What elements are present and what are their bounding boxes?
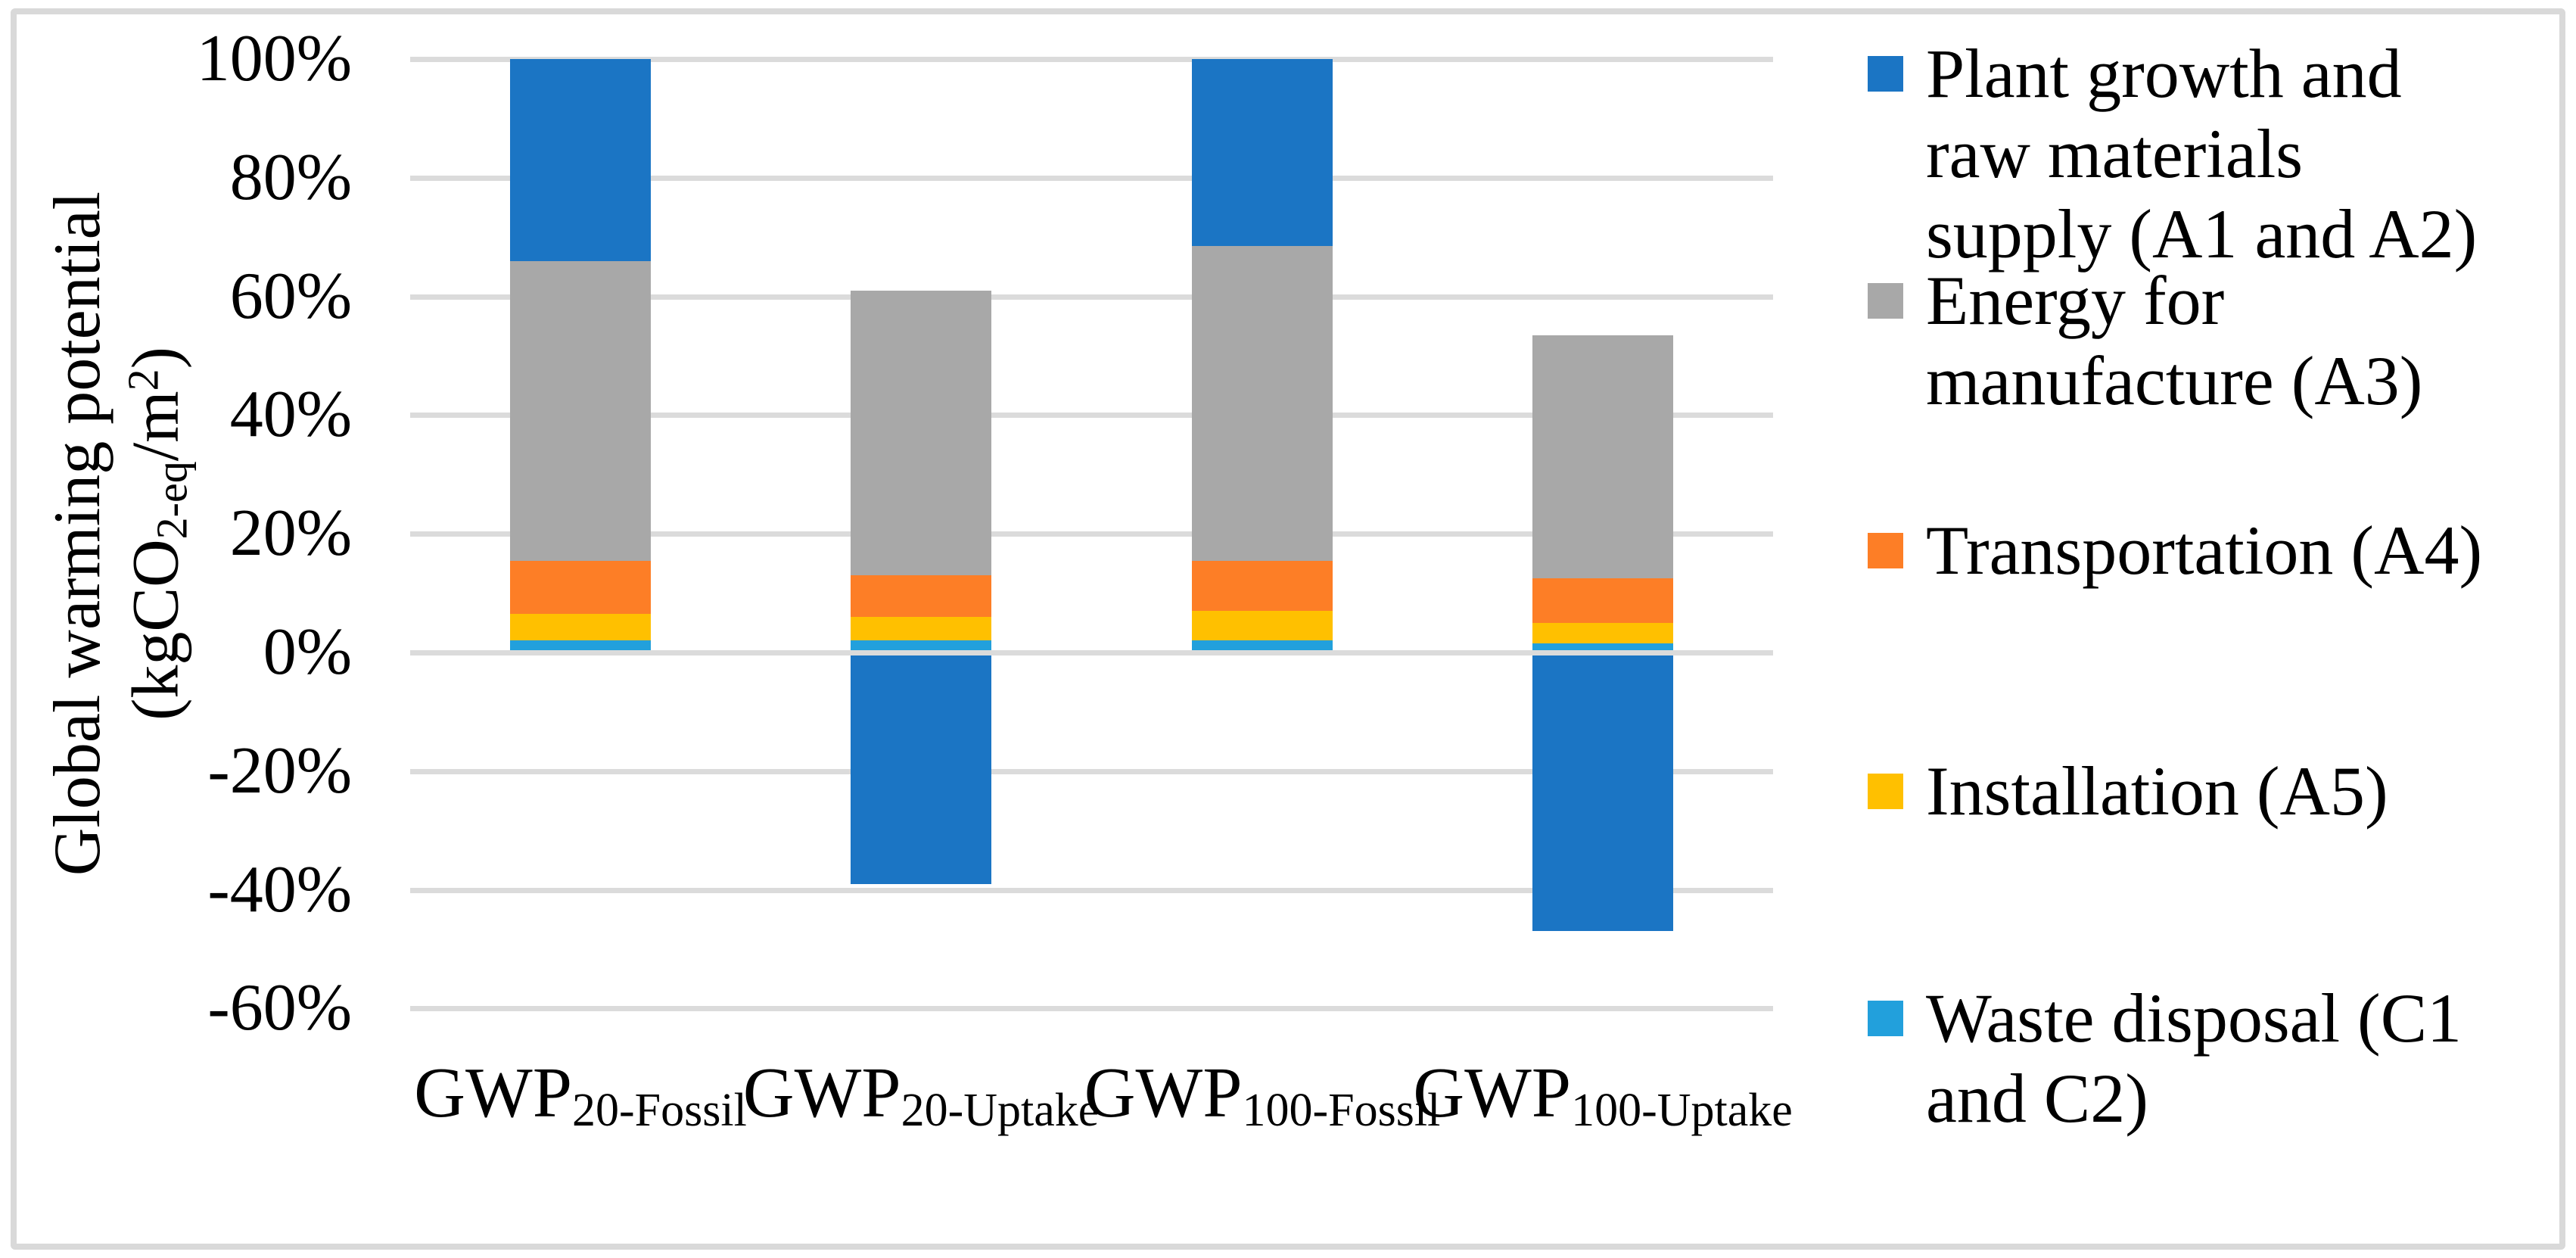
legend-label: Plant growth and raw materials supply (A1 …: [1926, 33, 2546, 274]
legend-label-line: Energy for: [1926, 262, 2225, 339]
x-category-subscript: 20-Fossil: [572, 1085, 747, 1137]
legend-color-swatch-icon: [1868, 56, 1903, 92]
bar-segment: [1192, 611, 1333, 640]
bar-segment: [1192, 640, 1333, 652]
bar-segment: [510, 640, 651, 652]
y-axis-title-text: ): [119, 347, 193, 369]
bar-segment: [510, 560, 651, 614]
gridline--20%: [410, 769, 1773, 774]
bar-segment: [851, 291, 991, 575]
x-category-label: GWP20-Fossil: [346, 1054, 815, 1141]
legend-label: Waste disposal (C1 and C2): [1926, 978, 2546, 1138]
legend-color-swatch-icon: [1868, 283, 1903, 319]
y-tick-label: 40%: [229, 378, 352, 451]
bar-segment: [1532, 335, 1673, 578]
bar-segment: [510, 59, 651, 261]
y-tick-label: -40%: [207, 853, 352, 926]
bar-segment: [510, 614, 651, 640]
x-category-main: GWP: [742, 1054, 901, 1132]
bar-segment: [1532, 652, 1673, 931]
gridline--60%: [410, 1006, 1773, 1011]
gridline-40%: [410, 413, 1773, 418]
legend-item: Plant growth and raw materials supply (A1 …: [1868, 33, 2549, 282]
y-tick-label: 0%: [263, 615, 352, 689]
legend-label: Energy for manufacture (A3): [1926, 260, 2546, 421]
gridline--40%: [410, 888, 1773, 893]
x-category-subscript: 100-Uptake: [1571, 1085, 1793, 1137]
legend-color-swatch-icon: [1868, 533, 1903, 568]
bar-segment: [1192, 246, 1333, 561]
bar-segment: [510, 261, 651, 561]
legend-label-line: and C2): [1926, 1060, 2148, 1137]
legend-color-swatch-icon: [1868, 774, 1903, 809]
legend-item: Installation (A5): [1868, 751, 2549, 839]
y-tick-label: 100%: [196, 22, 352, 95]
gridline-100%: [410, 57, 1773, 62]
bar-segment: [851, 575, 991, 617]
y-tick-label: -60%: [207, 971, 352, 1045]
bar-segment: [1192, 560, 1333, 611]
x-category-main: GWP: [414, 1054, 573, 1132]
legend-label-line: Transportation (A4): [1926, 512, 2483, 589]
gridline-60%: [410, 294, 1773, 300]
legend-label-line: manufacture (A3): [1926, 342, 2423, 419]
y-tick-label: 80%: [229, 141, 352, 214]
legend-color-swatch-icon: [1868, 1001, 1903, 1036]
legend-item: Energy for manufacture (A3): [1868, 260, 2549, 428]
x-category-main: GWP: [1413, 1054, 1572, 1132]
y-tick-label: -20%: [207, 734, 352, 808]
bar-segment: [851, 617, 991, 640]
legend-label-line: Installation (A5): [1926, 752, 2388, 830]
x-category-subscript: 20-Uptake: [901, 1085, 1100, 1137]
legend-label-line: supply (A1 and A2): [1926, 195, 2478, 272]
y-tick-label: 60%: [229, 260, 352, 333]
gridline-20%: [410, 531, 1773, 537]
x-category-label: GWP100-Uptake: [1368, 1054, 1837, 1141]
bar-segment: [851, 640, 991, 652]
bar-segment: [1532, 578, 1673, 623]
legend-label-line: Plant growth and: [1926, 35, 2402, 112]
bar-segment: [851, 652, 991, 884]
gridline-80%: [410, 176, 1773, 181]
x-category-label: GWP20-Uptake: [686, 1054, 1156, 1141]
bar-segment: [1532, 623, 1673, 643]
legend-label-line: raw materials: [1926, 115, 2304, 192]
x-category-main: GWP: [1084, 1054, 1243, 1132]
legend-label-line: Waste disposal (C1: [1926, 979, 2462, 1057]
legend-item: Waste disposal (C1 and C2): [1868, 978, 2549, 1146]
zero-gridline-overlay: [410, 650, 1773, 655]
legend-label: Installation (A5): [1926, 751, 2546, 831]
bar-segment: [1192, 59, 1333, 246]
x-category-label: GWP100-Fossil: [1028, 1054, 1497, 1141]
y-tick-label: 20%: [229, 497, 352, 570]
x-category-subscript: 100-Fossil: [1242, 1085, 1441, 1137]
legend-label: Transportation (A4): [1926, 510, 2546, 590]
legend-item: Transportation (A4): [1868, 510, 2549, 598]
